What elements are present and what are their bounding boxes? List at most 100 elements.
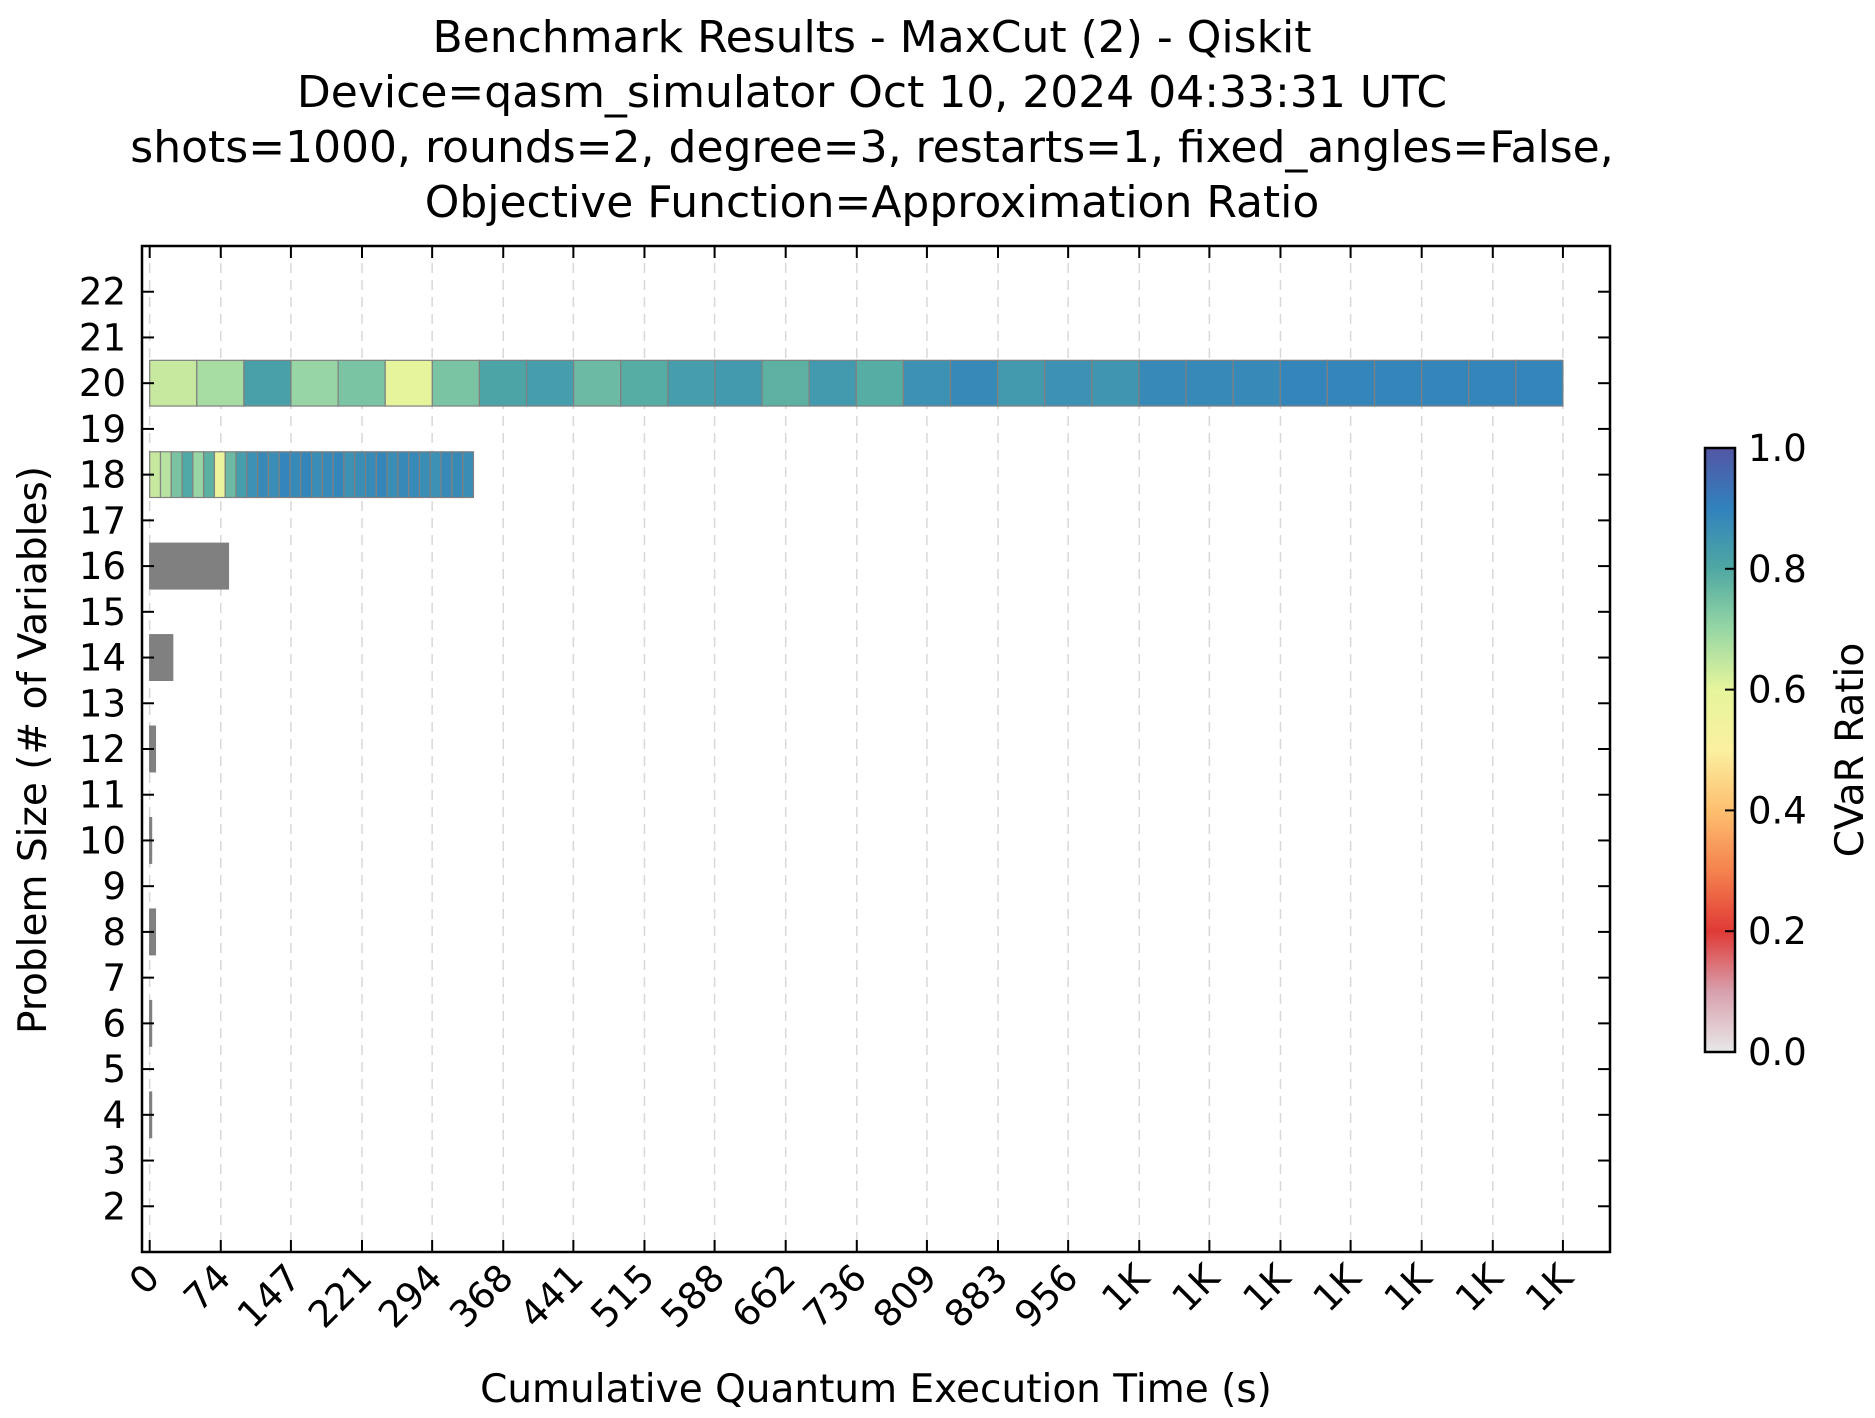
x-tick-label-4: 294 [370, 1256, 450, 1336]
y-tick-label-3: 5 [102, 1048, 126, 1091]
chart-title: Benchmark Results - MaxCut (2) - Qiskit … [130, 12, 1613, 228]
cell-size-20-15 [855, 359, 905, 407]
colorbar-tick-label-2: 0.4 [1748, 789, 1807, 832]
cell-size-20-24 [1279, 359, 1328, 407]
x-tick-label-2: 147 [229, 1256, 309, 1336]
x-tick-label-5: 368 [441, 1256, 521, 1336]
y-tick-label-1: 3 [102, 1140, 126, 1183]
cell-size-20-14 [808, 359, 857, 407]
y-tick-label-20: 22 [79, 271, 126, 314]
colorbar-tick-label-4: 0.8 [1748, 548, 1807, 591]
y-tick-label-10: 12 [79, 728, 126, 771]
cell-size-20-13 [761, 359, 810, 407]
cell-size-20-4 [337, 359, 386, 407]
cell-size-18-6 [213, 451, 226, 499]
cell-size-18-12 [278, 451, 291, 499]
y-tick-label-11: 13 [79, 682, 126, 725]
y-tick-label-9: 11 [79, 774, 126, 817]
cell-size-20-19 [1044, 359, 1093, 407]
x-tick-label-20: 1K [1517, 1255, 1582, 1320]
colorbar-tick-label-5: 1.0 [1748, 427, 1807, 470]
y-tick-label-7: 9 [102, 865, 126, 908]
cell-size-20-12 [714, 359, 763, 407]
cell-size-20-1 [196, 359, 245, 407]
cell-size-20-11 [667, 359, 716, 407]
cell-size-18-27 [440, 451, 453, 499]
cell-size-20-23 [1232, 359, 1281, 407]
title-line-4: Objective Function=Approximation Ratio [425, 177, 1320, 228]
cell-size-18-7 [224, 451, 237, 499]
cell-size-20-17 [949, 359, 999, 407]
y-tick-label-4: 6 [102, 1002, 126, 1045]
cell-size-20-16 [902, 359, 952, 407]
cell-size-18-11 [267, 451, 280, 499]
cell-size-18-20 [364, 451, 377, 499]
x-tick-label-11: 809 [865, 1256, 945, 1336]
cell-size-18-22 [386, 451, 399, 499]
y-tick-label-12: 14 [79, 637, 126, 680]
cell-size-20-26 [1373, 359, 1423, 407]
y-tick-label-18: 20 [79, 362, 126, 405]
cell-size-20-7 [478, 359, 528, 407]
x-tick-label-19: 1K [1447, 1255, 1512, 1320]
x-tick-label-18: 1K [1376, 1255, 1441, 1320]
cell-size-18-23 [397, 451, 410, 499]
cell-size-18-25 [418, 451, 431, 499]
cell-size-18-4 [192, 451, 205, 499]
cell-size-20-2 [243, 359, 292, 407]
cell-size-20-27 [1421, 359, 1470, 407]
cell-size-20-10 [620, 359, 669, 407]
cell-size-18-24 [408, 451, 421, 499]
x-tick-label-15: 1K [1164, 1255, 1229, 1320]
cell-size-18-15 [310, 451, 323, 499]
x-tick-label-1: 74 [175, 1256, 239, 1320]
cell-size-20-21 [1138, 359, 1187, 407]
cell-size-18-28 [451, 451, 464, 499]
cell-size-20-20 [1091, 359, 1140, 407]
cell-size-18-17 [332, 451, 345, 499]
title-line-2: Device=qasm_simulator Oct 10, 2024 04:33… [297, 67, 1447, 118]
x-tick-label-3: 221 [300, 1256, 380, 1336]
x-tick-label-9: 662 [724, 1256, 804, 1336]
y-tick-label-16: 18 [79, 454, 126, 497]
colorbar-ticks: 0.0 0.2 0.4 0.6 0.8 1.0 [1725, 427, 1807, 1074]
x-gridlines [148, 246, 1564, 1252]
cell-size-18-1 [159, 451, 172, 499]
y-tick-label-14: 16 [79, 545, 126, 588]
cell-size-16-29 [225, 542, 230, 590]
cell-size-18-18 [343, 451, 356, 499]
heatmap-cells [149, 359, 1564, 1139]
y-axis-label: Problem Size (# of Variables) [11, 466, 56, 1034]
x-tick-label-6: 441 [511, 1256, 591, 1336]
cell-size-20-29 [1515, 359, 1564, 407]
cell-size-18-29 [462, 451, 475, 499]
cell-size-18-26 [429, 451, 442, 499]
x-tick-label-10: 736 [795, 1256, 875, 1336]
cell-size-18-19 [354, 451, 367, 499]
colorbar-tick-label-1: 0.2 [1748, 910, 1807, 953]
cell-size-20-3 [290, 359, 339, 407]
x-tick-label-14: 1K [1093, 1255, 1158, 1320]
x-tick-label-16: 1K [1235, 1255, 1300, 1320]
cell-size-18-3 [181, 451, 194, 499]
cell-size-18-5 [203, 451, 216, 499]
x-tick-label-8: 588 [653, 1256, 733, 1336]
y-tick-label-19: 21 [79, 316, 126, 359]
colorbar: 0.0 0.2 0.4 0.6 0.8 1.0 CVaR Ratio [1703, 427, 1873, 1074]
cell-size-18-13 [289, 451, 302, 499]
cell-size-18-9 [246, 451, 259, 499]
colorbar-label: CVaR Ratio [1828, 643, 1873, 857]
cell-size-20-22 [1185, 359, 1234, 407]
y-tick-label-5: 7 [102, 957, 126, 1000]
title-line-3: shots=1000, rounds=2, degree=3, restarts… [130, 122, 1613, 173]
cell-size-20-25 [1326, 359, 1376, 407]
cell-size-18-10 [257, 451, 270, 499]
y-tick-label-15: 17 [79, 499, 126, 542]
cell-size-18-21 [375, 451, 388, 499]
x-tick-label-12: 883 [936, 1256, 1016, 1336]
y-tick-label-17: 19 [79, 408, 126, 451]
x-axis-label: Cumulative Quantum Execution Time (s) [480, 1367, 1272, 1412]
y-tick-label-2: 4 [102, 1094, 126, 1137]
